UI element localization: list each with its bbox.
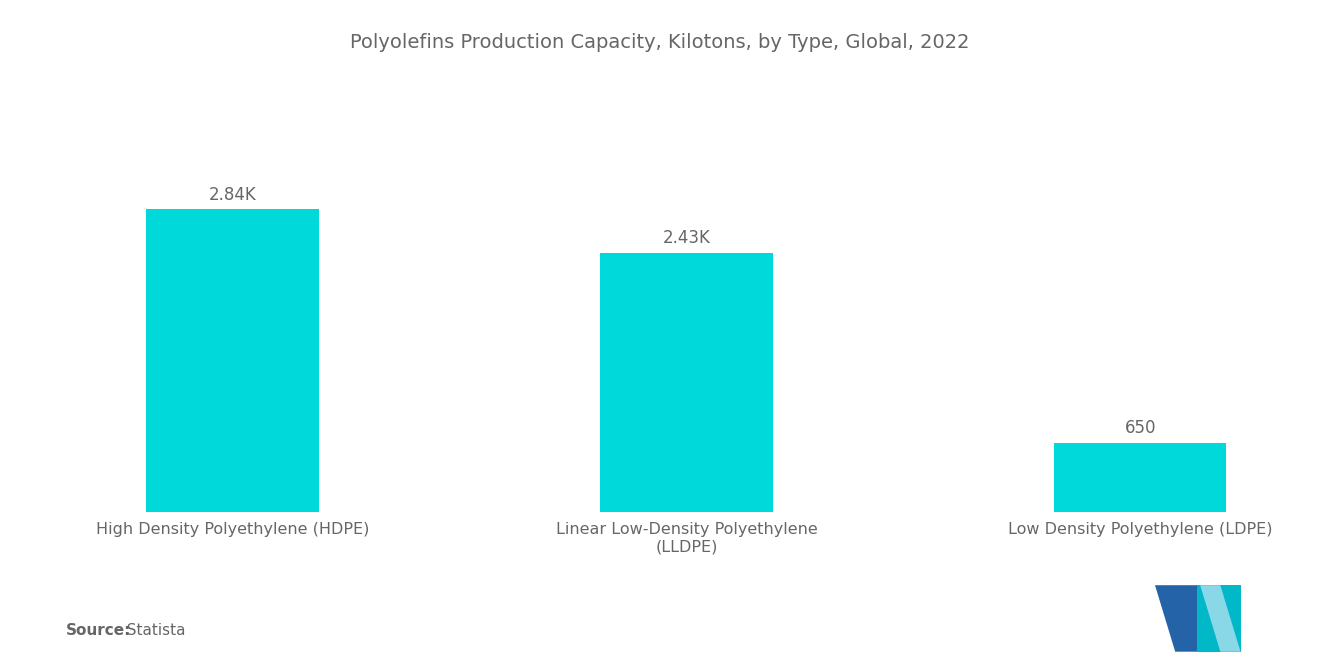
Polygon shape bbox=[1200, 585, 1241, 652]
Polygon shape bbox=[1155, 585, 1220, 652]
Text: Source:: Source: bbox=[66, 623, 132, 638]
Bar bbox=[601, 253, 772, 512]
Text: 2.43K: 2.43K bbox=[663, 229, 710, 247]
Bar bbox=[147, 209, 319, 512]
Text: Polyolefins Production Capacity, Kilotons, by Type, Global, 2022: Polyolefins Production Capacity, Kiloton… bbox=[350, 33, 970, 53]
Bar bbox=[1053, 443, 1226, 512]
Text: 650: 650 bbox=[1125, 420, 1156, 438]
Text: Statista: Statista bbox=[117, 623, 186, 638]
Polygon shape bbox=[1196, 585, 1241, 652]
Text: 2.84K: 2.84K bbox=[209, 186, 256, 203]
